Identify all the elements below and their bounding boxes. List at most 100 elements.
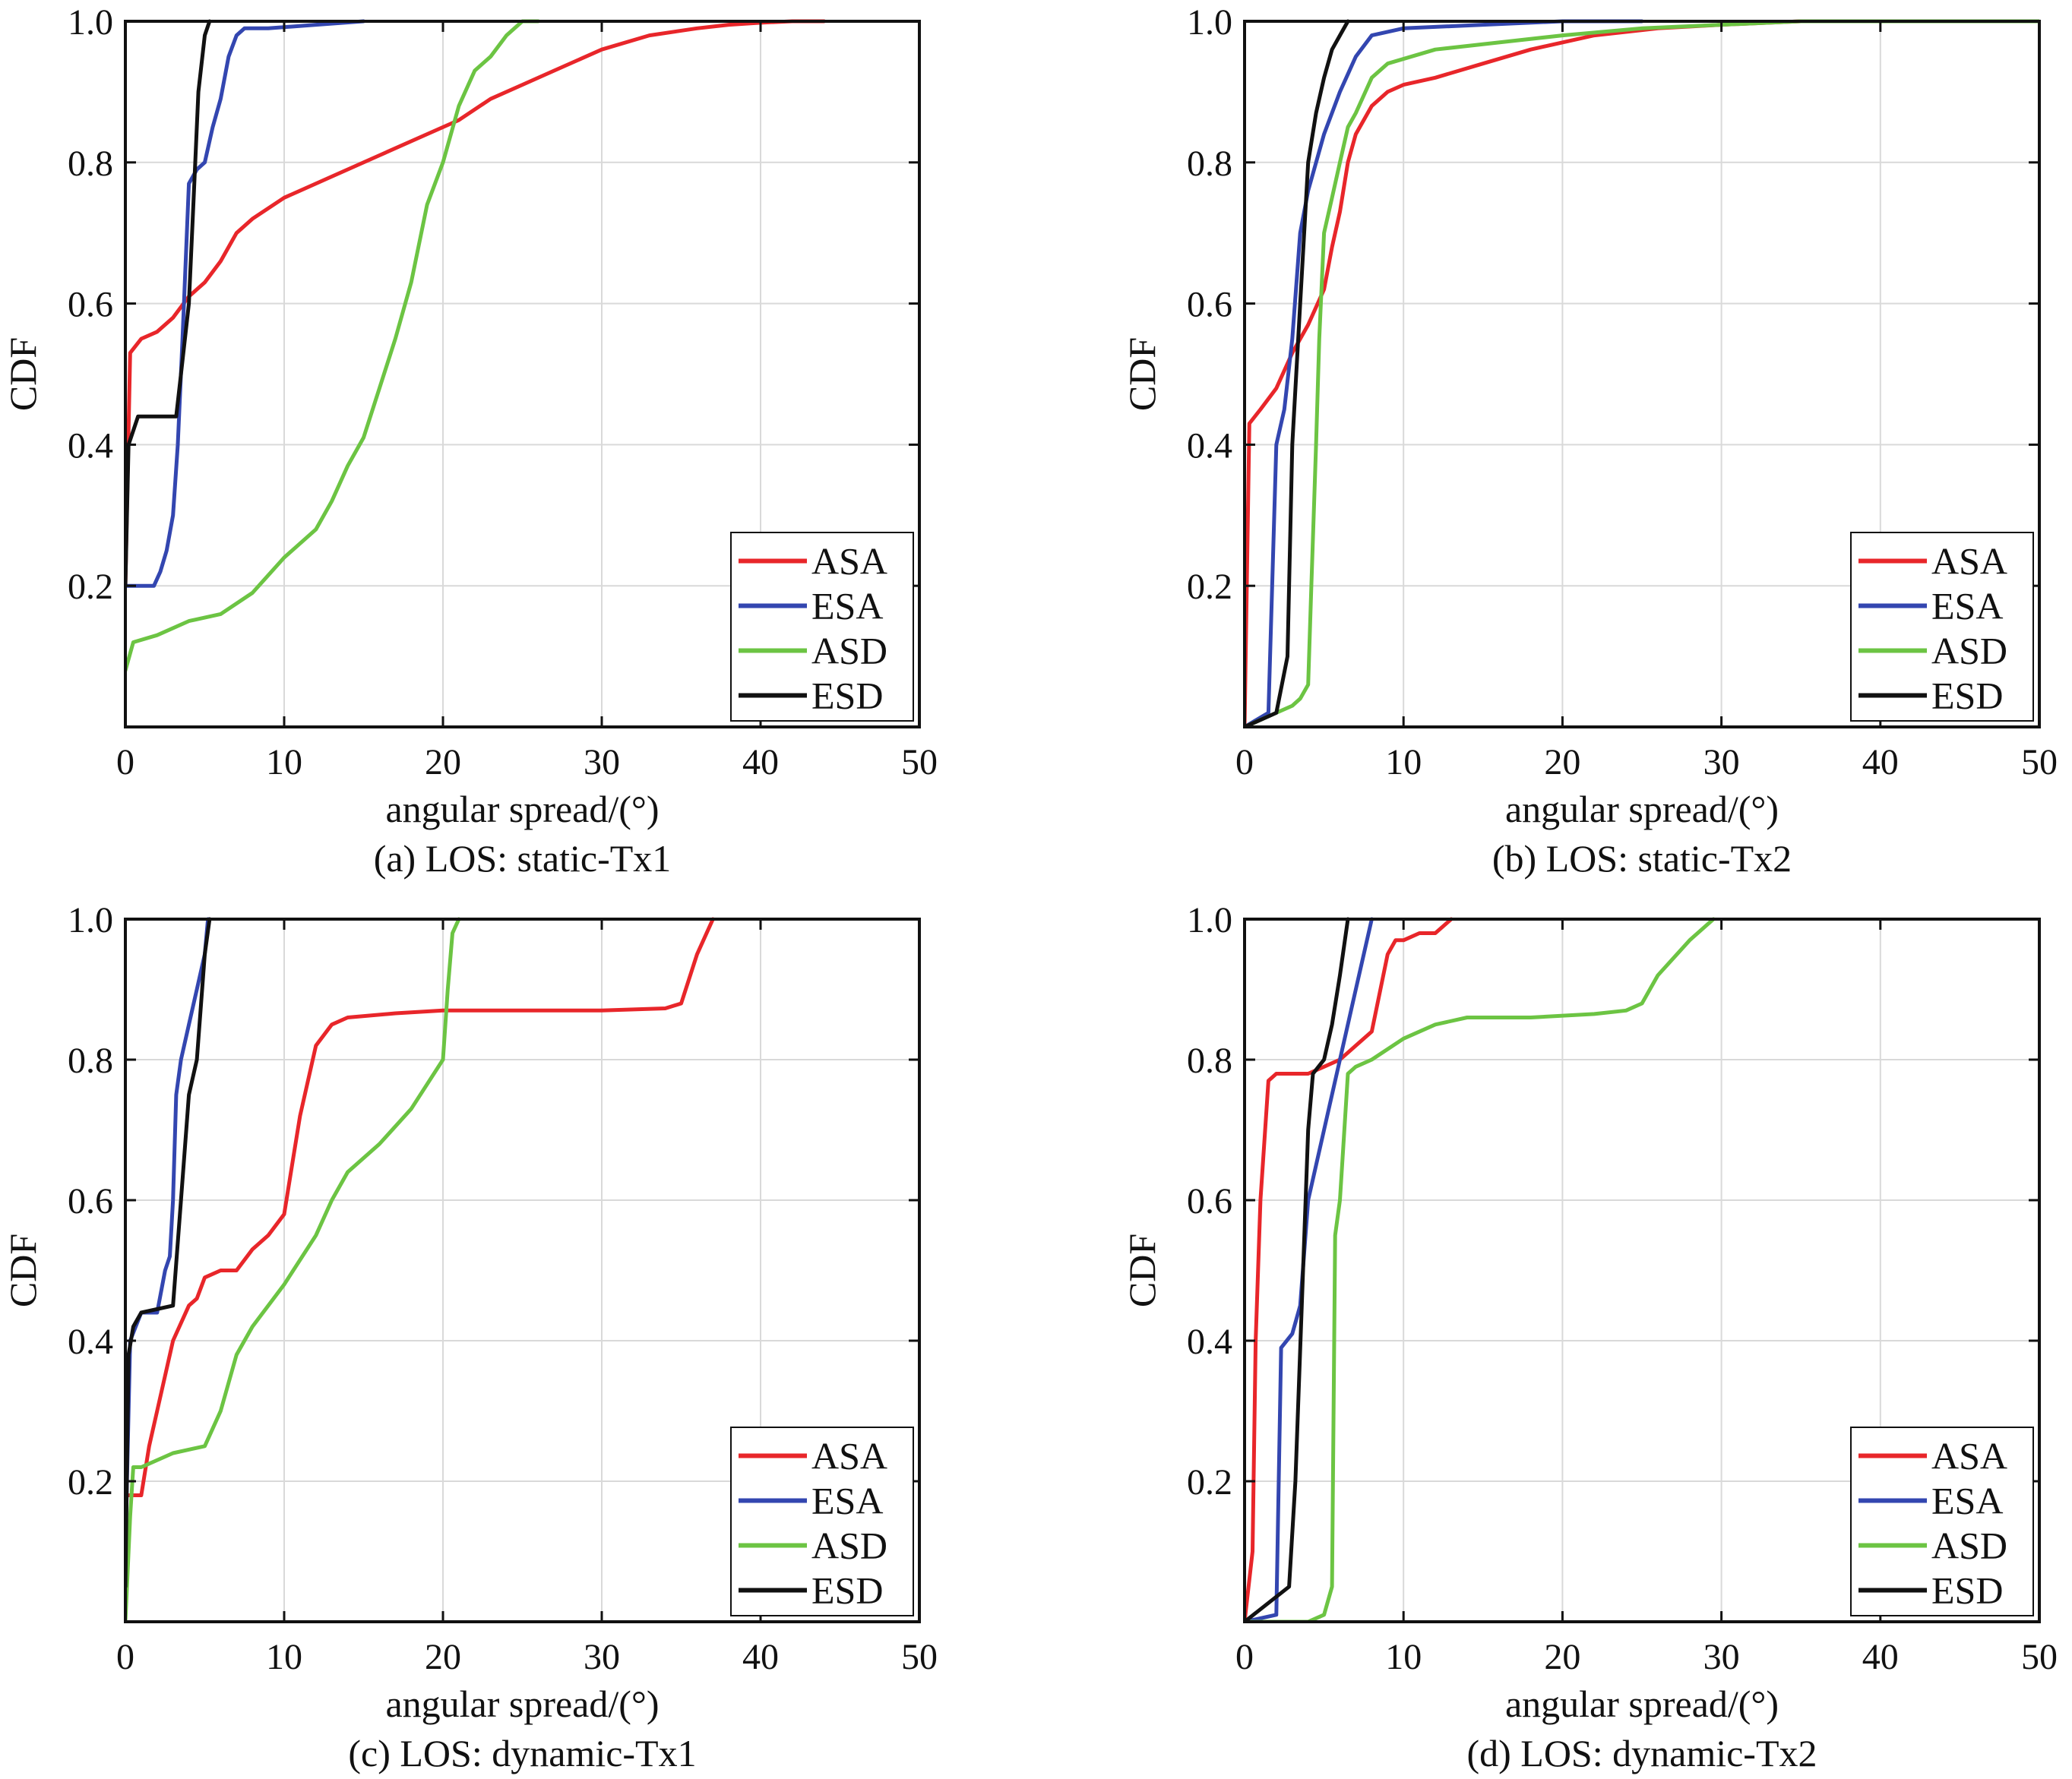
panel-caption: (a) LOS: static-Tx1 <box>374 837 672 880</box>
legend-label-asd: ASD <box>1931 630 2007 672</box>
series-line-esd <box>1245 917 1350 1622</box>
series-line-asa <box>125 917 715 1497</box>
chart-panel-4: 0 10 20 30 40 50 0.2 0.4 0.6 0.8 1.0 angular spread… <box>1121 900 2058 1774</box>
y-tick-label: 0.4 <box>1187 1322 1232 1362</box>
plot-frame <box>124 918 921 1623</box>
legend-label-esd: ESD <box>1931 1569 2003 1612</box>
y-tick-label: 1.0 <box>1187 2 1232 43</box>
x-tick-label: 30 <box>1703 742 1740 782</box>
legend-label-asd: ASD <box>811 1525 887 1567</box>
series-line-esa <box>1245 917 1374 1622</box>
series-line-asa <box>1245 917 1454 1622</box>
legend-box <box>1850 532 2034 722</box>
y-tick-label: 0.6 <box>1187 285 1232 325</box>
y-axis-label: CDF <box>2 337 44 411</box>
y-tick-label: 0.4 <box>1187 425 1232 466</box>
x-tick-label: 20 <box>1544 742 1580 782</box>
y-tick-label: 0.2 <box>68 1462 113 1503</box>
y-tick-label: 0.8 <box>1187 1041 1232 1081</box>
x-tick-label: 20 <box>1544 1637 1580 1677</box>
legend-box <box>730 532 914 722</box>
x-tick-label: 30 <box>1703 1637 1740 1677</box>
x-tick-label: 10 <box>1385 742 1422 782</box>
y-tick-label: 0.6 <box>68 1181 113 1221</box>
x-tick-label: 40 <box>742 1637 779 1677</box>
series-line-asd <box>125 917 461 1622</box>
panel-caption: (c) LOS: dynamic-Tx1 <box>348 1732 696 1774</box>
legend-label-esa: ESA <box>1931 585 2003 627</box>
x-tick-label: 0 <box>1235 742 1254 782</box>
series-line-asd <box>125 19 540 673</box>
legend-label-asd: ASD <box>1931 1525 2007 1567</box>
legend-label-asa: ASA <box>811 540 887 583</box>
y-tick-label: 1.0 <box>68 900 113 940</box>
legend-box <box>1850 1427 2034 1616</box>
x-tick-label: 40 <box>742 742 779 782</box>
x-tick-label: 0 <box>116 1637 134 1677</box>
chart-panel-3: 0 10 20 30 40 50 0.2 0.4 0.6 0.8 1.0 angular spread… <box>2 900 938 1774</box>
series-line-esd <box>125 19 212 588</box>
y-axis-label: CDF <box>2 1234 44 1307</box>
series-line-esd <box>125 917 212 1589</box>
legend-label-esd: ESD <box>811 1569 883 1612</box>
y-tick-label: 0.8 <box>1187 144 1232 184</box>
legend-label-asa: ASA <box>811 1435 887 1477</box>
plot-frame <box>1243 918 2041 1623</box>
x-tick-label: 40 <box>1862 742 1899 782</box>
x-tick-label: 30 <box>584 1637 620 1677</box>
legend-label-esa: ESA <box>811 1480 883 1522</box>
x-tick-label: 20 <box>425 742 461 782</box>
x-tick-label: 50 <box>901 742 938 782</box>
y-tick-label: 0.2 <box>1187 567 1232 607</box>
legend-label-esd: ESD <box>811 675 883 717</box>
y-tick-label: 0.8 <box>68 1041 113 1081</box>
plot-frame <box>124 20 921 728</box>
x-tick-label: 30 <box>584 742 620 782</box>
x-tick-label: 0 <box>116 742 134 782</box>
y-axis-label: CDF <box>1121 337 1163 411</box>
y-tick-label: 0.8 <box>68 144 113 184</box>
y-axis-label: CDF <box>1121 1234 1163 1307</box>
x-tick-label: 10 <box>266 1637 302 1677</box>
x-axis-label: angular spread/(°) <box>385 788 659 830</box>
y-tick-label: 0.2 <box>1187 1462 1232 1503</box>
y-tick-label: 0.4 <box>68 1322 113 1362</box>
chart-panel-1: 0 10 20 30 40 50 0.2 0.4 0.6 0.8 1.0 angular spread… <box>2 2 938 880</box>
x-tick-label: 20 <box>425 1637 461 1677</box>
x-axis-label: angular spread/(°) <box>385 1683 659 1725</box>
legend-label-asd: ASD <box>811 630 887 672</box>
legend-label-asa: ASA <box>1931 540 2007 583</box>
x-axis-label: angular spread/(°) <box>1505 788 1779 830</box>
y-tick-label: 0.6 <box>68 285 113 325</box>
x-axis-label: angular spread/(°) <box>1505 1683 1779 1725</box>
series-line-asd <box>1245 917 1716 1622</box>
y-tick-label: 0.6 <box>1187 1181 1232 1221</box>
x-tick-label: 50 <box>2021 742 2058 782</box>
legend-label-esa: ESA <box>1931 1480 2003 1522</box>
legend-label-esa: ESA <box>811 585 883 627</box>
x-tick-label: 50 <box>901 1637 938 1677</box>
legend-label-asa: ASA <box>1931 1435 2007 1477</box>
x-tick-label: 10 <box>1385 1637 1422 1677</box>
panel-caption: (d) LOS: dynamic-Tx2 <box>1466 1732 1817 1774</box>
y-tick-label: 0.2 <box>68 567 113 607</box>
series-line-esd <box>1245 19 1350 727</box>
series-line-esa <box>1245 19 1644 727</box>
x-tick-label: 10 <box>266 742 302 782</box>
panel-caption: (b) LOS: static-Tx2 <box>1492 837 1792 880</box>
series-line-asd <box>1245 19 2039 727</box>
y-tick-label: 1.0 <box>68 2 113 43</box>
y-tick-label: 1.0 <box>1187 900 1232 940</box>
chart-panel-2: 0 10 20 30 40 50 0.2 0.4 0.6 0.8 1.0 angular spread… <box>1121 2 2058 880</box>
x-tick-label: 0 <box>1235 1637 1254 1677</box>
plot-frame <box>1243 20 2041 728</box>
x-tick-label: 40 <box>1862 1637 1899 1677</box>
x-tick-label: 50 <box>2021 1637 2058 1677</box>
series-line-asa <box>125 19 827 588</box>
y-tick-label: 0.4 <box>68 425 113 466</box>
